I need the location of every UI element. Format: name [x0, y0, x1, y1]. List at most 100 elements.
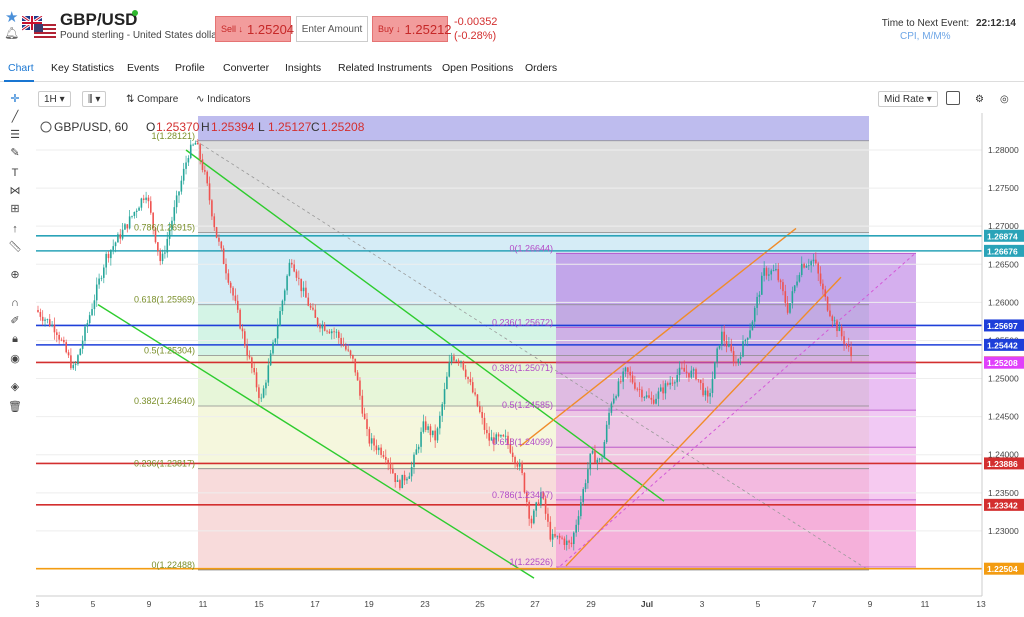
layers-icon[interactable]: ◈	[10, 381, 20, 393]
tab-key-statistics[interactable]: Key Statistics	[51, 62, 115, 74]
candle-body	[674, 382, 676, 384]
camera-icon[interactable]: ◎	[1000, 93, 1009, 105]
timeframe-select[interactable]: 1H ▾	[38, 91, 71, 107]
time-tick-label: 7	[812, 599, 817, 609]
candle-body	[831, 316, 834, 321]
tab-converter[interactable]: Converter	[223, 62, 270, 74]
crosshair-icon[interactable]: ✛	[10, 93, 20, 105]
candle-body	[150, 201, 152, 213]
candle-body	[352, 355, 354, 359]
change-value: -0.00352	[454, 16, 498, 28]
candle-body	[798, 275, 801, 282]
time-tick-label: 11	[921, 599, 930, 609]
trendline-icon[interactable]: ╱	[11, 111, 19, 123]
candle-body	[662, 387, 664, 394]
candle-body	[467, 376, 469, 380]
candle-body	[335, 331, 338, 333]
next-event-countdown: 22:12:14	[975, 18, 1016, 29]
candle-body	[81, 340, 84, 349]
tab-insights[interactable]: Insights	[285, 62, 322, 74]
fib-tool-icon[interactable]: ☰	[10, 129, 20, 141]
candle-body	[328, 331, 331, 334]
candle-body	[251, 357, 253, 368]
time-tick-label: 5	[91, 599, 96, 609]
candle-body	[298, 277, 300, 279]
candle-body	[448, 362, 451, 377]
candle-body	[258, 387, 260, 398]
pencil-lock-icon[interactable]: ✐	[10, 315, 20, 327]
candle-body	[603, 442, 606, 459]
sell-button[interactable]: Sell ↓ 1.25204	[215, 16, 294, 42]
compare-button[interactable]: ⇅ Compare	[126, 91, 178, 107]
candle-body	[265, 382, 267, 389]
candle-body	[847, 345, 850, 348]
price-line-tag-label: 1.26676	[987, 246, 1018, 256]
candle-body	[204, 169, 206, 172]
uptrend-channel-upper	[519, 227, 797, 447]
candle-body	[714, 361, 716, 379]
candle-body	[201, 159, 204, 170]
chart-canvas[interactable]: 1(1.28121) 0.786(1.26915) 0.618(1.25969) 0.…	[35, 113, 1024, 612]
ruler-icon[interactable]: 📏︎	[8, 241, 22, 253]
candle-body	[620, 381, 622, 383]
measure-icon[interactable]: ⊞	[10, 203, 20, 215]
candle-body	[319, 325, 321, 329]
legend-symbol: GBP/USD, 60	[54, 120, 128, 134]
price-type-select[interactable]: Mid Rate ▾	[878, 91, 938, 107]
candle-body	[580, 502, 582, 517]
time-tick-label: 9	[868, 599, 873, 609]
settings-gear-icon[interactable]: ⚙	[975, 93, 984, 105]
fullscreen-icon[interactable]	[946, 91, 960, 105]
lock-icon[interactable]: 🔒︎	[12, 333, 18, 345]
candle-body	[345, 345, 347, 350]
candle-body	[37, 309, 39, 312]
brush-icon[interactable]: ✎	[10, 147, 20, 159]
candle-body	[380, 447, 382, 455]
zoom-icon[interactable]: ⊕	[10, 269, 20, 281]
text-tool-icon[interactable]: T	[11, 167, 19, 179]
tab-profile[interactable]: Profile	[175, 62, 205, 74]
legend-ohlc-value: 1.25394	[211, 120, 255, 134]
buy-arrow-icon: ↓	[396, 24, 401, 34]
tab-chart[interactable]: Chart	[8, 62, 34, 74]
time-tick-label: 5	[756, 599, 761, 609]
candle-body	[772, 270, 775, 271]
magnet-icon[interactable]: ∩	[11, 297, 19, 309]
candle-body	[659, 387, 662, 392]
arrow-icon[interactable]: ↑	[12, 223, 18, 235]
tab-orders[interactable]: Orders	[525, 62, 558, 74]
eye-icon[interactable]: ◉	[10, 353, 20, 365]
candle-body	[147, 197, 150, 202]
tab-related-instruments[interactable]: Related Instruments	[338, 62, 432, 74]
chart-type-select[interactable]: ⫼ ▾	[82, 91, 107, 107]
candle-body	[234, 295, 237, 301]
amount-input[interactable]: Enter Amount	[296, 16, 368, 42]
active-tab-indicator	[4, 80, 34, 82]
star-icon[interactable]: ★	[5, 9, 19, 26]
time-tick-label: 11	[199, 599, 208, 609]
candle-body	[182, 168, 185, 181]
price-chart[interactable]: 1(1.28121) 0.786(1.26915) 0.618(1.25969) 0.…	[35, 113, 1024, 612]
indicators-button[interactable]: ∿ Indicators	[196, 91, 251, 107]
candle-body	[439, 415, 441, 429]
trash-icon[interactable]: 🗑︎	[8, 401, 22, 413]
candle-body	[93, 300, 96, 310]
fib-zone-right	[556, 253, 916, 328]
candle-body	[511, 452, 514, 458]
price-line-tag	[984, 319, 1024, 332]
legend-ohlc-key: L	[258, 120, 265, 134]
fib-level-label: 0(1.26644)	[509, 243, 553, 253]
candle-body	[497, 434, 500, 437]
pattern-icon[interactable]: ⋈	[9, 185, 21, 197]
alert-bell-icon[interactable]: 🔔︎	[4, 26, 20, 40]
candle-body	[833, 320, 836, 322]
candle-body	[810, 261, 812, 266]
candle-body	[164, 252, 166, 254]
tab-open-positions[interactable]: Open Positions	[442, 62, 514, 74]
tab-events[interactable]: Events	[127, 62, 160, 74]
candle-body	[354, 358, 357, 373]
next-event-link[interactable]: CPI, M/M%	[900, 31, 951, 42]
buy-button[interactable]: Buy ↓ 1.25212	[372, 16, 452, 42]
candle-body	[721, 331, 723, 345]
price-line-tag-label: 1.22504	[987, 564, 1018, 574]
